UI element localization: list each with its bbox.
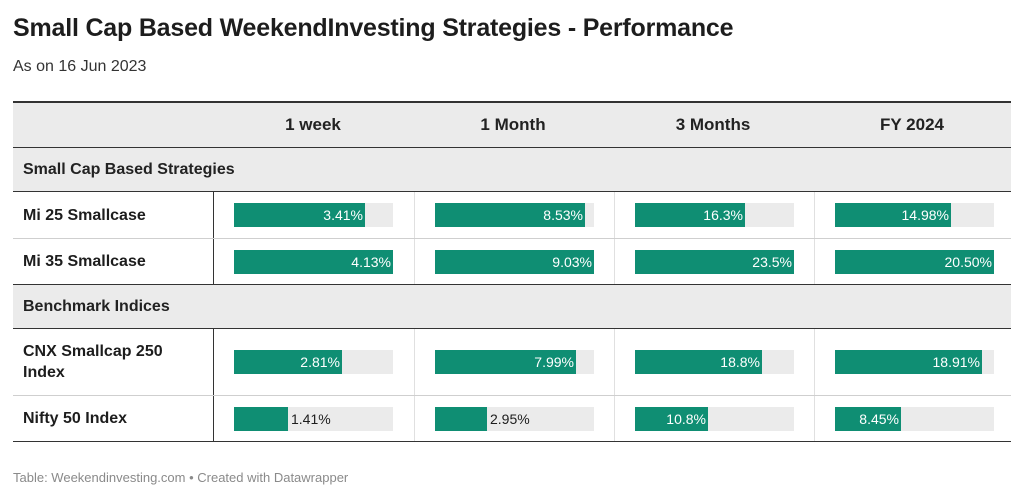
bar-value-label: 18.91% (932, 354, 980, 370)
bar-fill (835, 350, 982, 374)
bar-fill (835, 249, 994, 274)
bar-track: 20.50% (835, 249, 994, 274)
bar-cell: 1.41% (214, 396, 414, 441)
bar-fill (635, 350, 762, 374)
column-divider (213, 192, 214, 238)
bar-value-label: 3.41% (323, 207, 363, 223)
chart-footer: Table: Weekendinvesting.com • Created wi… (13, 470, 349, 485)
column-header-fy-2024[interactable]: FY 2024 (880, 115, 944, 134)
bar-cell: 8.53% (414, 192, 615, 238)
bar-fill (234, 203, 365, 227)
bar-value-label: 18.8% (720, 354, 760, 370)
bar-fill (635, 406, 708, 431)
bar-value-label: 9.03% (552, 253, 592, 270)
bar-cell: 7.99% (414, 329, 615, 395)
column-header-3-months[interactable]: 3 Months (675, 115, 751, 134)
column-header-1-month[interactable]: 1 Month (480, 115, 546, 134)
bar-fill (835, 406, 901, 431)
bar-cell: 18.91% (814, 329, 1015, 395)
bar-cell: 18.8% (614, 329, 815, 395)
bar-value-label: 1.41% (291, 410, 331, 427)
bar-value-label: 7.99% (534, 354, 574, 370)
chart-subtitle: As on 16 Jun 2023 (13, 58, 147, 75)
bar-track: 4.13% (234, 249, 393, 274)
bar-fill (435, 350, 576, 374)
bar-track: 10.8% (635, 406, 794, 431)
row-label: Mi 35 Smallcase (23, 253, 146, 270)
bar-value-label: 10.8% (666, 410, 706, 427)
bar-track: 9.03% (435, 249, 594, 274)
table-row: Nifty 50 Index 1.41% 2.95% 10.8% 8.45% (13, 396, 1011, 442)
bar-cell: 16.3% (614, 192, 815, 238)
bar-track: 7.99% (435, 350, 594, 374)
bar-value-label: 20.50% (944, 253, 992, 270)
column-divider (213, 239, 214, 284)
column-divider (213, 396, 214, 441)
bar-track: 2.95% (435, 406, 594, 431)
bar-track: 16.3% (635, 203, 794, 227)
bar-value-label: 14.98% (901, 207, 949, 223)
row-label: CNX Smallcap 250 Index (23, 343, 163, 381)
group-header: Benchmark Indices (13, 285, 1011, 329)
bar-cell: 10.8% (614, 396, 815, 441)
bar-track: 8.53% (435, 203, 594, 227)
chart-title: Small Cap Based WeekendInvesting Strateg… (13, 14, 734, 42)
table-row: Mi 35 Smallcase 4.13% 9.03% 23.5% 20.50% (13, 239, 1011, 285)
bar-value-label: 23.5% (752, 253, 792, 270)
bar-fill (234, 406, 288, 431)
column-divider (213, 329, 214, 395)
bar-cell: 3.41% (214, 192, 414, 238)
bar-cell: 9.03% (414, 239, 615, 284)
bar-track: 18.91% (835, 350, 994, 374)
bar-track: 1.41% (234, 406, 393, 431)
table-row: Mi 25 Smallcase 3.41% 8.53% 16.3% 14.98% (13, 192, 1011, 239)
performance-table: 1 week 1 Month 3 Months FY 2024 Small Ca… (13, 101, 1011, 442)
bar-value-label: 16.3% (703, 207, 743, 223)
row-label: Nifty 50 Index (23, 410, 128, 427)
bar-cell: 23.5% (614, 239, 815, 284)
table-row: CNX Smallcap 250 Index 2.81% 7.99% 18.8% 18.… (13, 329, 1011, 396)
bar-track: 23.5% (635, 249, 794, 274)
bar-cell: 4.13% (214, 239, 414, 284)
bar-value-label: 2.95% (490, 410, 530, 427)
row-label: Mi 25 Smallcase (23, 206, 146, 224)
bar-fill (435, 249, 594, 274)
bar-fill (435, 203, 585, 227)
table-header: 1 week 1 Month 3 Months FY 2024 (13, 103, 1011, 148)
bar-value-label: 8.45% (859, 410, 899, 427)
bar-cell: 8.45% (814, 396, 1015, 441)
group-header: Small Cap Based Strategies (13, 148, 1011, 192)
column-header-1-week[interactable]: 1 week (285, 115, 341, 134)
bar-cell: 2.95% (414, 396, 615, 441)
bar-fill (234, 249, 393, 274)
bar-track: 2.81% (234, 350, 393, 374)
bar-track: 8.45% (835, 406, 994, 431)
bar-fill (635, 203, 745, 227)
bar-fill (635, 249, 794, 274)
bar-cell: 20.50% (814, 239, 1015, 284)
bar-value-label: 8.53% (543, 207, 583, 223)
bar-cell: 2.81% (214, 329, 414, 395)
bar-fill (234, 350, 342, 374)
bar-track: 3.41% (234, 203, 393, 227)
bar-fill (435, 406, 487, 431)
bar-cell: 14.98% (814, 192, 1015, 238)
bar-value-label: 4.13% (351, 253, 391, 270)
table-body: Small Cap Based Strategies Mi 25 Smallcas… (13, 148, 1011, 442)
bar-fill (835, 203, 951, 227)
bar-value-label: 2.81% (300, 354, 340, 370)
bar-track: 14.98% (835, 203, 994, 227)
bar-track: 18.8% (635, 350, 794, 374)
